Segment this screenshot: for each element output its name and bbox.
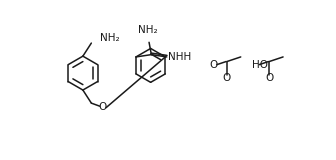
- Text: O: O: [265, 73, 274, 84]
- Text: NHH: NHH: [168, 52, 192, 62]
- Text: O: O: [99, 102, 107, 112]
- Text: HO: HO: [252, 60, 268, 70]
- Text: O: O: [210, 60, 218, 70]
- Text: NH₂: NH₂: [138, 25, 158, 35]
- Text: NH₂: NH₂: [100, 33, 119, 44]
- Text: O: O: [223, 73, 231, 84]
